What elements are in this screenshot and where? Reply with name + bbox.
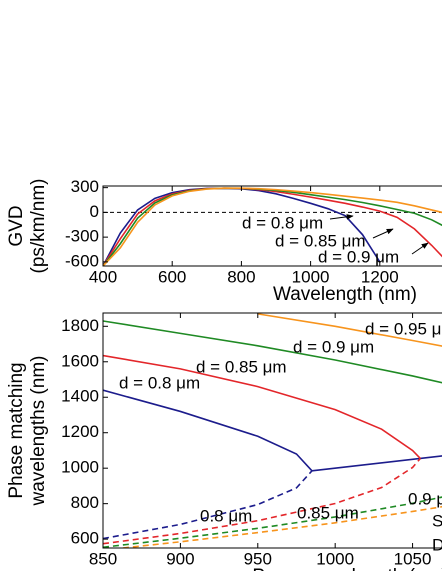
frame bbox=[102, 185, 442, 267]
curve bbox=[115, 505, 442, 548]
y-tick-label: 1000 bbox=[61, 458, 99, 477]
y-axis-label: wavelengths (nm) bbox=[28, 356, 49, 507]
x-tick-label: 1200 bbox=[361, 267, 399, 286]
curve bbox=[103, 496, 442, 548]
y-tick-label: 1200 bbox=[61, 422, 99, 441]
annotation: S bbox=[432, 511, 442, 530]
y-tick-label: -600 bbox=[65, 251, 99, 270]
annotation: d = 0.85 μm bbox=[275, 231, 366, 250]
arrow bbox=[411, 242, 429, 255]
x-axis-label: Wavelength (nm) bbox=[273, 284, 417, 305]
arrow bbox=[329, 214, 354, 220]
curve bbox=[103, 354, 421, 459]
y-tick-label: 300 bbox=[71, 177, 99, 196]
y-axis-label: Phase matching bbox=[6, 362, 27, 498]
y-tick-label: 1600 bbox=[61, 351, 99, 370]
curve bbox=[257, 313, 442, 347]
y-tick-label: 600 bbox=[71, 529, 99, 548]
x-tick-label: 1050 bbox=[394, 549, 432, 568]
x-tick-label: 1000 bbox=[292, 267, 330, 286]
x-tick-label: 950 bbox=[244, 549, 272, 568]
annotation: d = 0.8 μm bbox=[242, 213, 323, 232]
curve bbox=[103, 187, 442, 266]
x-tick-label: 400 bbox=[89, 267, 117, 286]
curve bbox=[103, 187, 442, 266]
curve bbox=[103, 320, 442, 384]
x-tick-label: 800 bbox=[227, 267, 255, 286]
x-tick-label: 600 bbox=[158, 267, 186, 286]
curve bbox=[311, 455, 442, 472]
annotation: D bbox=[432, 535, 442, 554]
annotation: 0.8 μm bbox=[200, 506, 252, 525]
annotation: d = 0.9 μm bbox=[293, 337, 374, 356]
plot bbox=[103, 313, 442, 548]
curve bbox=[103, 389, 313, 472]
y-tick-label: -300 bbox=[65, 227, 99, 246]
y-axis-label: GVD bbox=[6, 205, 27, 246]
x-tick-label: 900 bbox=[166, 549, 194, 568]
y-tick-label: 1400 bbox=[61, 387, 99, 406]
curve bbox=[103, 470, 313, 540]
annotation: d = 0.85 μm bbox=[196, 357, 287, 376]
y-axis-label: (ps/km/nm) bbox=[28, 179, 49, 274]
annotation: d = 0.8 μm bbox=[119, 373, 200, 392]
arrow bbox=[372, 228, 394, 239]
annotation: 0.85 μm bbox=[297, 503, 359, 522]
curve bbox=[103, 187, 442, 266]
annotation: 0.9 μm bbox=[408, 489, 442, 508]
curve bbox=[103, 457, 421, 545]
y-tick-label: 1800 bbox=[61, 316, 99, 335]
x-tick-label: 1000 bbox=[316, 549, 354, 568]
annotation: d = 0.9 μm bbox=[318, 247, 399, 266]
y-tick-label: 800 bbox=[71, 493, 99, 512]
x-axis-label: Pump wavelength (nm) bbox=[252, 566, 442, 571]
annotation: d = 0.95 μm bbox=[365, 319, 442, 338]
y-tick-label: 0 bbox=[90, 202, 99, 221]
frame bbox=[102, 312, 442, 549]
x-tick-label: 850 bbox=[89, 549, 117, 568]
